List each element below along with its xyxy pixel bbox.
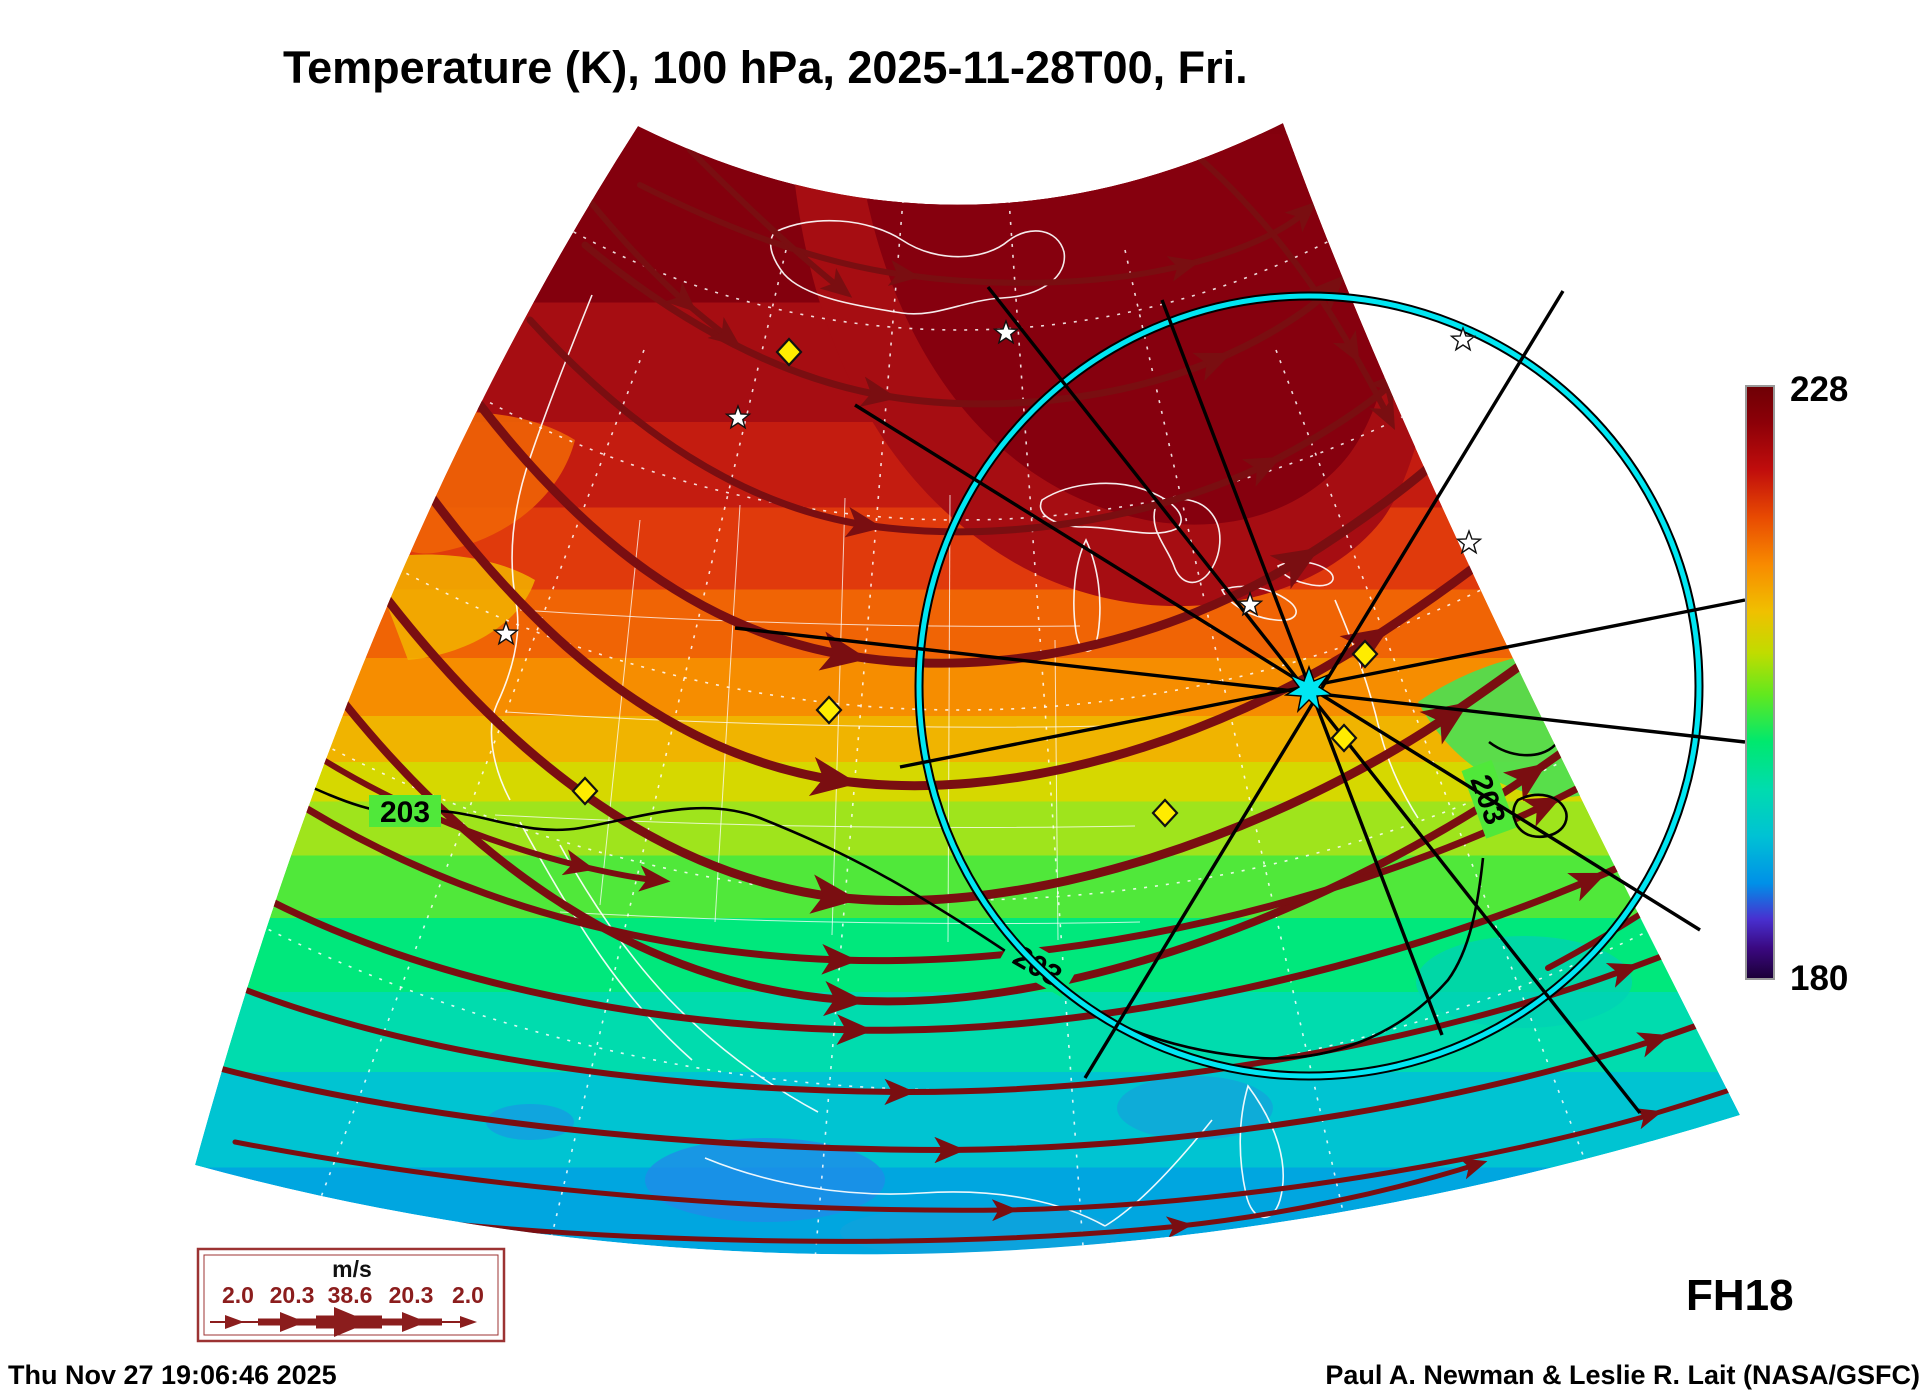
- colorbar-gradient: [1747, 387, 1773, 978]
- colorbar-max-label: 228: [1790, 370, 1848, 409]
- range-circle: [914, 291, 1704, 1081]
- legend-arrow: [210, 1307, 477, 1337]
- legend-value: 20.3: [270, 1282, 315, 1308]
- forecast-hour-label: FH18: [1686, 1271, 1794, 1320]
- colorbar: 228 180: [1745, 370, 1848, 998]
- wind-speed-legend: m/s 2.0 20.3 38.6 20.3 2.0: [196, 1247, 506, 1343]
- contour-label: 203: [380, 796, 430, 829]
- legend-value: 2.0: [452, 1282, 484, 1308]
- legend-value: 38.6: [328, 1282, 373, 1308]
- legend-units-label: m/s: [332, 1256, 372, 1282]
- timestamp: Thu Nov 27 19:06:46 2025: [8, 1360, 337, 1390]
- legend-box-inner: [203, 1254, 499, 1336]
- colorbar-min-label: 180: [1790, 959, 1848, 998]
- map-fan: 203 203 203: [195, 123, 1740, 1255]
- credit: Paul A. Newman & Leslie R. Lait (NASA/GS…: [1325, 1360, 1920, 1390]
- legend-value: 20.3: [389, 1282, 434, 1308]
- page-title: Temperature (K), 100 hPa, 2025-11-28T00,…: [283, 42, 1248, 93]
- legend-value: 2.0: [222, 1282, 254, 1308]
- legend-values: 2.0 20.3 38.6 20.3 2.0: [222, 1282, 484, 1308]
- center-star-marker: [1283, 664, 1335, 714]
- station-markers: [493, 320, 1482, 828]
